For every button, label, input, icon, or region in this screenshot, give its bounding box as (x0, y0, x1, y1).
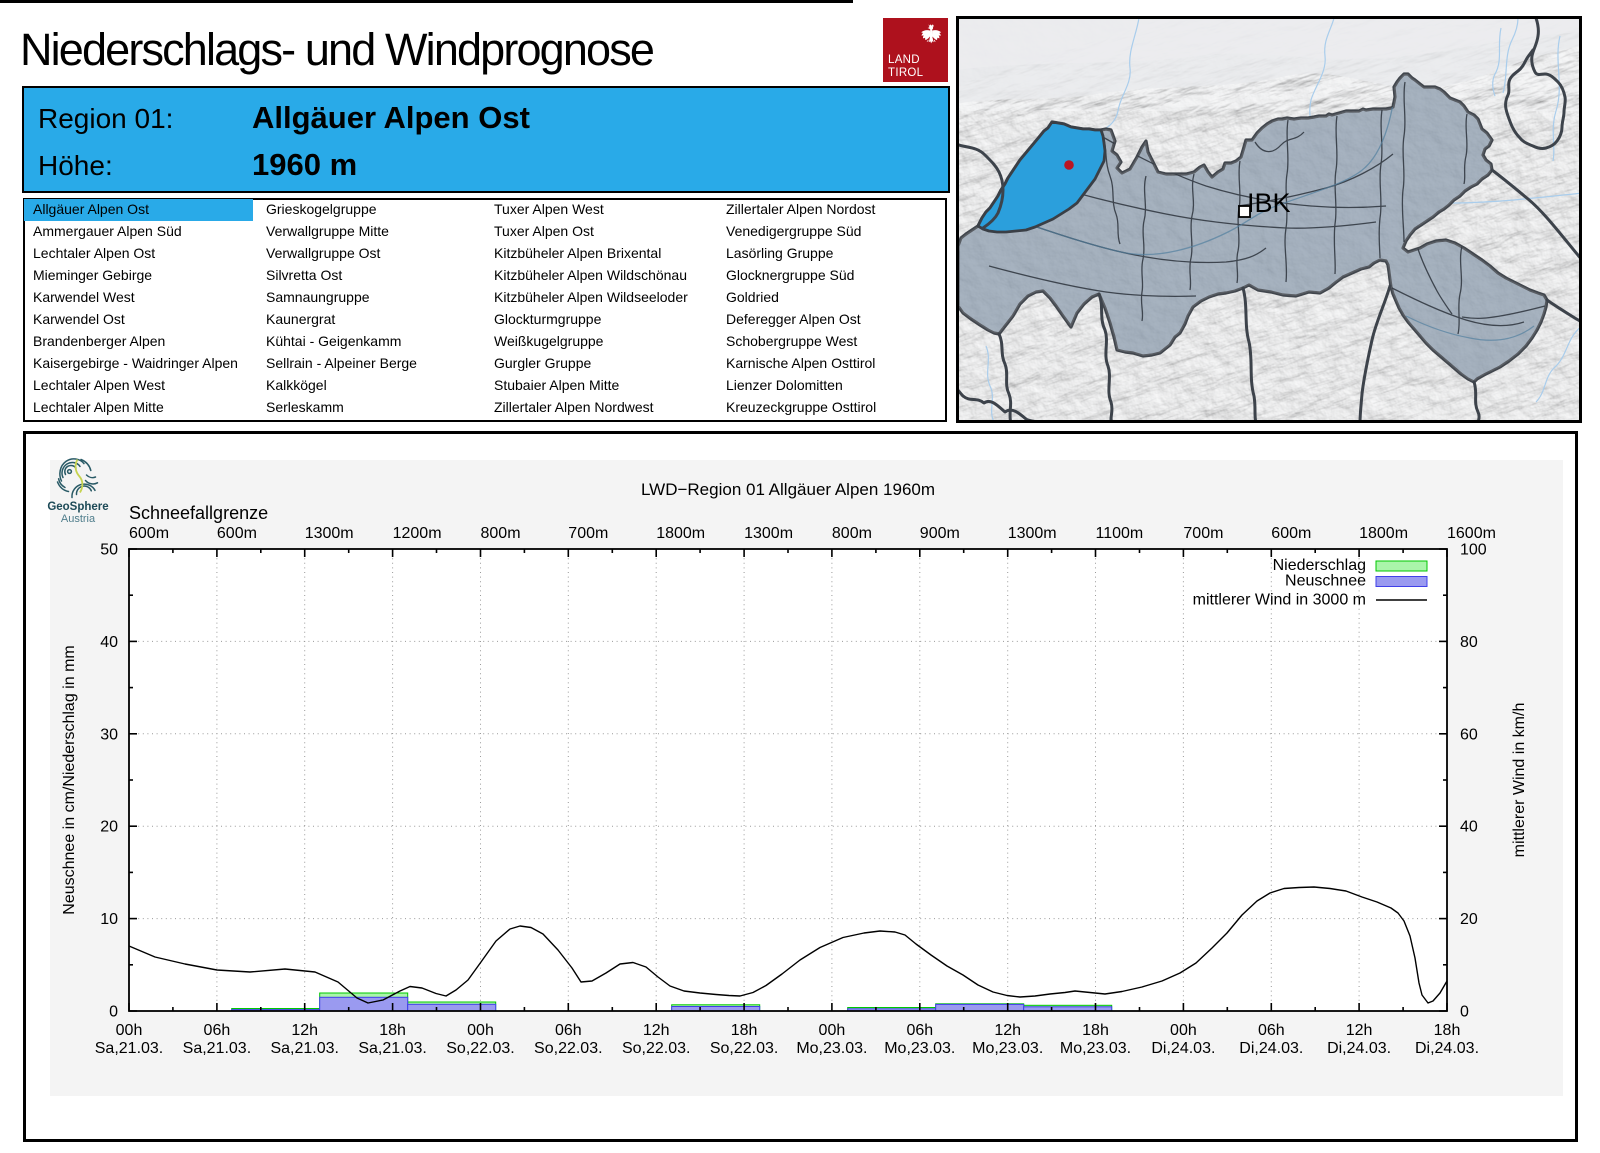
svg-text:20: 20 (100, 819, 118, 836)
svg-text:06h: 06h (204, 1022, 231, 1039)
svg-text:00h: 00h (116, 1022, 143, 1039)
svg-text:Mo,23.03.: Mo,23.03. (972, 1040, 1043, 1057)
svg-text:1600m: 1600m (1447, 525, 1496, 542)
svg-text:1200m: 1200m (393, 525, 442, 542)
svg-text:Austria: Austria (61, 513, 96, 525)
svg-text:00h: 00h (1170, 1022, 1197, 1039)
svg-text:So,22.03.: So,22.03. (534, 1040, 603, 1057)
svg-text:800m: 800m (481, 525, 521, 542)
svg-text:10: 10 (100, 911, 118, 928)
svg-text:1800m: 1800m (656, 525, 705, 542)
svg-text:06h: 06h (906, 1022, 933, 1039)
svg-text:50: 50 (100, 542, 118, 559)
svg-text:Neuschnee in cm/Niederschlag i: Neuschnee in cm/Niederschlag in mm (61, 645, 78, 914)
svg-text:18h: 18h (1082, 1022, 1109, 1039)
svg-text:12h: 12h (643, 1022, 670, 1039)
svg-text:1300m: 1300m (744, 525, 793, 542)
svg-text:00h: 00h (467, 1022, 494, 1039)
svg-text:18h: 18h (1434, 1022, 1461, 1039)
svg-text:30: 30 (100, 726, 118, 743)
svg-text:Neuschnee: Neuschnee (1285, 573, 1366, 590)
svg-text:12h: 12h (994, 1022, 1021, 1039)
svg-text:1800m: 1800m (1359, 525, 1408, 542)
svg-text:18h: 18h (379, 1022, 406, 1039)
svg-text:0: 0 (1460, 1004, 1469, 1021)
svg-text:00h: 00h (819, 1022, 846, 1039)
svg-text:12h: 12h (291, 1022, 318, 1039)
svg-text:Niederschlag: Niederschlag (1273, 557, 1366, 574)
svg-text:600m: 600m (129, 525, 169, 542)
svg-text:Di,24.03.: Di,24.03. (1415, 1040, 1479, 1057)
svg-text:So,22.03.: So,22.03. (622, 1040, 691, 1057)
svg-text:600m: 600m (1271, 525, 1311, 542)
svg-text:Sa,21.03.: Sa,21.03. (270, 1040, 339, 1057)
svg-text:1300m: 1300m (1008, 525, 1057, 542)
svg-text:So,22.03.: So,22.03. (446, 1040, 515, 1057)
svg-text:06h: 06h (1258, 1022, 1285, 1039)
svg-text:Mo,23.03.: Mo,23.03. (884, 1040, 955, 1057)
svg-text:IBK: IBK (1247, 188, 1291, 218)
svg-text:1300m: 1300m (305, 525, 354, 542)
svg-text:So,22.03.: So,22.03. (710, 1040, 779, 1057)
svg-text:Schneefallgrenze: Schneefallgrenze (129, 503, 268, 523)
svg-text:mittlerer Wind in 3000 m: mittlerer Wind in 3000 m (1193, 592, 1366, 609)
svg-text:0: 0 (109, 1004, 118, 1021)
svg-text:700m: 700m (1183, 525, 1223, 542)
svg-text:20: 20 (1460, 911, 1478, 928)
svg-text:40: 40 (100, 634, 118, 651)
svg-text:12h: 12h (1346, 1022, 1373, 1039)
svg-text:900m: 900m (920, 525, 960, 542)
svg-text:600m: 600m (217, 525, 257, 542)
svg-text:800m: 800m (832, 525, 872, 542)
svg-text:80: 80 (1460, 634, 1478, 651)
svg-text:GeoSphere: GeoSphere (47, 501, 108, 513)
svg-text:40: 40 (1460, 819, 1478, 836)
svg-text:Di,24.03.: Di,24.03. (1327, 1040, 1391, 1057)
svg-text:18h: 18h (731, 1022, 758, 1039)
svg-text:Sa,21.03.: Sa,21.03. (183, 1040, 252, 1057)
svg-text:Mo,23.03.: Mo,23.03. (796, 1040, 867, 1057)
svg-text:1100m: 1100m (1096, 525, 1144, 542)
svg-text:Mo,23.03.: Mo,23.03. (1060, 1040, 1131, 1057)
svg-text:06h: 06h (555, 1022, 582, 1039)
svg-text:700m: 700m (568, 525, 608, 542)
svg-text:mittlerer Wind in km/h: mittlerer Wind in km/h (1511, 703, 1528, 858)
svg-text:Sa,21.03.: Sa,21.03. (95, 1040, 164, 1057)
svg-text:100: 100 (1460, 542, 1487, 559)
svg-text:Di,24.03.: Di,24.03. (1151, 1040, 1215, 1057)
svg-text:Sa,21.03.: Sa,21.03. (358, 1040, 427, 1057)
svg-text:Di,24.03.: Di,24.03. (1239, 1040, 1303, 1057)
svg-text:60: 60 (1460, 726, 1478, 743)
svg-text:LWD−Region 01 Allgäuer Alpen 1: LWD−Region 01 Allgäuer Alpen 1960m (641, 480, 935, 499)
